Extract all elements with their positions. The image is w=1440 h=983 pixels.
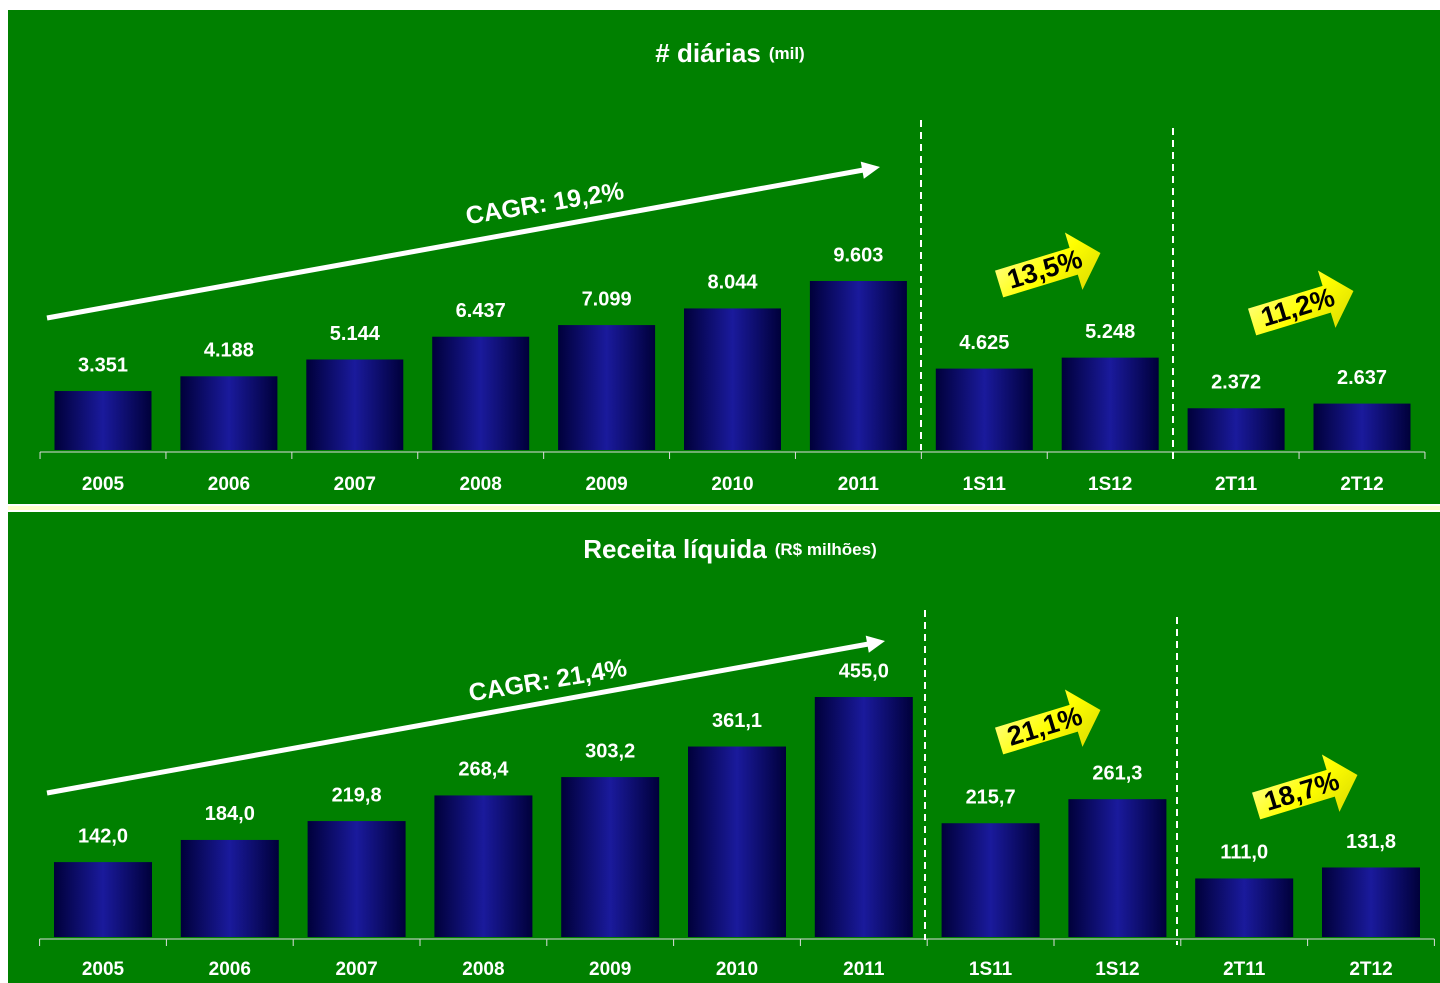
value-label: 3.351 [78, 354, 128, 376]
growth-arrow [1248, 270, 1354, 336]
x-tick-label: 2009 [585, 474, 627, 495]
title-sub: (mil) [769, 44, 805, 63]
x-tick-label: 2T11 [1223, 959, 1266, 980]
bar [1322, 867, 1420, 937]
value-label: 4.625 [959, 332, 1009, 354]
x-tick-label: 1S12 [1095, 959, 1139, 980]
x-tick-label: 2007 [334, 474, 376, 495]
value-label: 5.144 [330, 323, 381, 345]
x-tick-label: 1S12 [1088, 474, 1132, 495]
cagr-arrow [46, 167, 867, 321]
bar [941, 823, 1040, 937]
x-tick-label: 2T12 [1349, 959, 1392, 980]
x-tick-label: 2009 [589, 959, 631, 980]
bar [684, 308, 781, 450]
chart-title: Receita líquida (R$ milhões) [583, 534, 877, 564]
x-tick-label: 2008 [462, 959, 504, 980]
x-tick-label: 2T12 [1340, 474, 1383, 495]
bar [688, 746, 786, 937]
chart-title: # diárias (mil) [655, 38, 804, 68]
bar [1187, 408, 1285, 450]
bar [1061, 357, 1159, 450]
bar [54, 862, 152, 937]
x-tick-label: 2005 [82, 959, 125, 980]
x-tick-label: 1S11 [969, 959, 1013, 980]
value-label: 303,2 [585, 740, 635, 762]
value-label: 268,4 [458, 759, 509, 781]
growth-arrow [995, 232, 1101, 298]
x-tick-label: 2005 [82, 474, 125, 495]
value-label: 142,0 [78, 825, 128, 847]
bar [1068, 799, 1167, 937]
x-tick-label: 2006 [208, 474, 250, 495]
value-label: 7.099 [582, 288, 632, 310]
cagr-arrowhead [860, 161, 880, 179]
x-tick-label: 2011 [843, 959, 885, 980]
value-label: 361,1 [712, 710, 762, 732]
x-tick-label: 2006 [209, 959, 251, 980]
growth-arrow [1252, 754, 1358, 820]
value-label: 215,7 [966, 787, 1016, 809]
value-label: 2.637 [1337, 367, 1387, 389]
value-label: 4.188 [204, 340, 254, 362]
bar [558, 325, 656, 450]
x-tick-label: 2010 [711, 474, 753, 495]
value-label: 455,0 [839, 660, 889, 682]
cagr-arrowhead [865, 635, 885, 653]
value-label: 111,0 [1220, 842, 1268, 864]
title-main: # diárias [655, 38, 761, 68]
bar [814, 697, 913, 937]
title-sub: (R$ milhões) [775, 540, 877, 559]
x-tick-label: 2010 [716, 959, 758, 980]
x-tick-label: 2007 [335, 959, 377, 980]
bar [561, 777, 660, 937]
value-label: 219,8 [332, 784, 382, 806]
growth-arrow [995, 689, 1101, 755]
bar [809, 281, 907, 450]
bar [434, 795, 533, 937]
bar [180, 376, 278, 450]
cagr-arrow [46, 641, 872, 796]
bar [432, 336, 530, 450]
x-tick-label: 2T11 [1215, 474, 1258, 495]
value-label: 2.372 [1211, 372, 1261, 394]
title-main: Receita líquida [583, 534, 767, 564]
bar [935, 368, 1033, 450]
value-label: 184,0 [205, 803, 255, 825]
value-label: 9.603 [833, 244, 883, 266]
bar [306, 359, 404, 450]
value-label: 6.437 [456, 300, 506, 322]
x-tick-label: 1S11 [963, 474, 1007, 495]
bar [180, 839, 279, 937]
value-label: 131,8 [1346, 831, 1396, 853]
value-label: 5.248 [1085, 321, 1135, 343]
x-tick-label: 2008 [460, 474, 502, 495]
value-label: 261,3 [1092, 762, 1142, 784]
value-label: 8.044 [707, 272, 758, 294]
x-tick-label: 2011 [838, 474, 880, 495]
bar [1195, 878, 1294, 937]
bar [54, 391, 152, 450]
bar [1313, 403, 1411, 450]
bar [307, 821, 406, 937]
